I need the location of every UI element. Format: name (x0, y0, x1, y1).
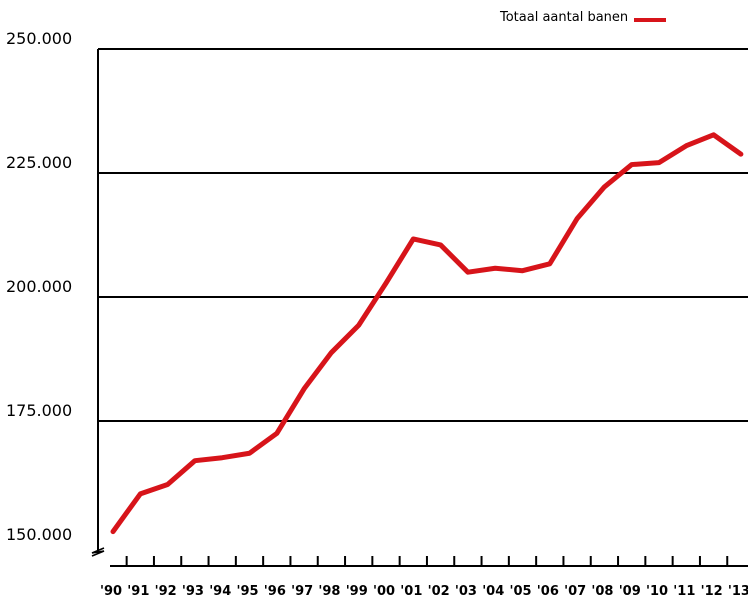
x-tick-label: '02 (428, 584, 450, 599)
x-tick-label: '93 (182, 584, 204, 599)
x-tick-label: '94 (209, 584, 231, 599)
x-tick-label: '13 (728, 584, 748, 599)
series-group (113, 135, 741, 532)
x-tick-label: '11 (673, 584, 695, 599)
series-line (113, 135, 741, 532)
y-tick-label: 150.000 (6, 525, 72, 544)
x-tick-label: '05 (510, 584, 532, 599)
x-tick-label: '09 (619, 584, 641, 599)
x-tick-label: '06 (537, 584, 559, 599)
x-tick-label: '00 (373, 584, 395, 599)
x-tick-label: '98 (318, 584, 340, 599)
x-tick-label: '04 (482, 584, 504, 599)
x-tick-label: '92 (155, 584, 177, 599)
y-axis: 150.000 175.000 200.000 225.000 250.000 (6, 29, 104, 556)
x-tick-label: '03 (455, 584, 477, 599)
x-tick-label: '91 (127, 584, 149, 599)
x-tick-label: '12 (701, 584, 723, 599)
x-tick-label: '08 (591, 584, 613, 599)
y-tick-label: 200.000 (6, 277, 72, 296)
x-tick-label: '90 (100, 584, 122, 599)
x-tick-label: '01 (400, 584, 422, 599)
y-tick-label: 175.000 (6, 401, 72, 420)
x-tick-label: '97 (291, 584, 313, 599)
gridlines (98, 49, 748, 421)
y-tick-label: 250.000 (6, 29, 72, 48)
x-tick-label: '07 (564, 584, 586, 599)
x-tick-label: '96 (264, 584, 286, 599)
x-axis: '90 '91 '92 '93 '94 '95 '96 '97 '98 '99 '00 '01 '02 '… (100, 556, 748, 599)
x-tick-label: '10 (646, 584, 668, 599)
y-tick-label: 225.000 (6, 153, 72, 172)
x-tick-label: '95 (237, 584, 259, 599)
x-tick-label: '99 (346, 584, 368, 599)
